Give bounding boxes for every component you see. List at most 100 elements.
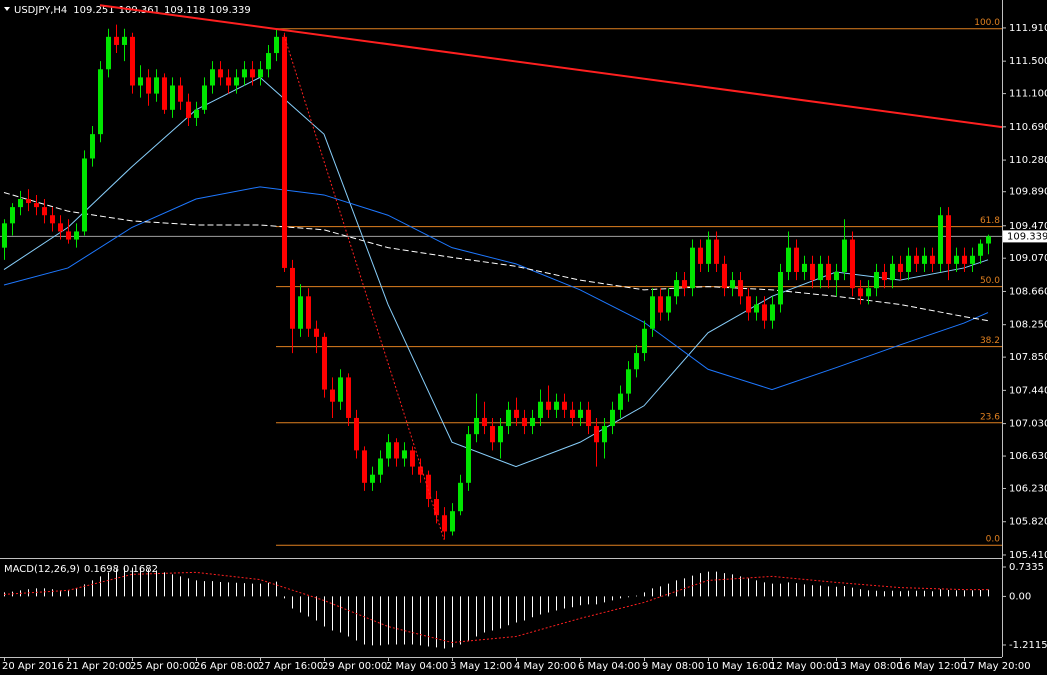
candle-body: [810, 263, 815, 281]
last-price-box: [1003, 230, 1047, 243]
candle-body: [50, 215, 55, 224]
y-tick-label: 109.890: [1009, 187, 1047, 198]
candle-body: [98, 69, 103, 135]
candle-body: [138, 77, 143, 86]
fib-label: 38.2: [980, 336, 1000, 346]
signal-line: [3, 571, 989, 644]
fib-label: 61.8: [980, 216, 1000, 226]
candle-body: [914, 255, 919, 264]
candle-body: [882, 271, 887, 281]
candle-body: [770, 304, 775, 321]
candle-body: [234, 77, 239, 86]
fib-label: 23.6: [980, 412, 1000, 422]
candle-body: [410, 450, 415, 467]
candle-body: [938, 215, 943, 264]
candle-body: [802, 263, 807, 272]
candle-body: [578, 409, 583, 418]
y-tick-label: 110.280: [1009, 155, 1047, 166]
candle-body: [10, 207, 15, 224]
candle-body: [146, 77, 151, 94]
candle-body: [106, 36, 111, 70]
candle-body: [762, 304, 767, 321]
x-tick-label: 27 Apr 16:00: [258, 661, 323, 672]
candle-body: [818, 263, 823, 281]
x-tick-label: 17 May 20:00: [962, 661, 1031, 672]
candle-body: [858, 288, 863, 297]
candle-body: [922, 255, 927, 264]
candle-body: [986, 236, 991, 244]
candle-body: [378, 458, 383, 475]
x-tick-label: 25 Apr 00:00: [130, 661, 195, 672]
candle-body: [666, 296, 671, 313]
candle-body: [202, 85, 207, 110]
candle-body: [322, 336, 327, 390]
candle-body: [930, 255, 935, 264]
candle-body: [466, 434, 471, 483]
candle-body: [866, 288, 871, 297]
swing-line: [283, 35, 445, 540]
candle-body: [786, 247, 791, 272]
y-tick-label: 105.410: [1009, 550, 1047, 561]
x-tick-label: 9 May 08:00: [642, 661, 704, 672]
candle-body: [538, 401, 543, 418]
candle-body: [450, 511, 455, 532]
y-tick-label: 108.250: [1009, 320, 1047, 331]
candle-body: [586, 409, 591, 427]
candle-body: [890, 263, 895, 281]
fib-label: 50.0: [980, 276, 1000, 286]
candle-body: [442, 515, 447, 532]
candle-body: [706, 239, 711, 264]
candle-body: [906, 255, 911, 272]
candle-body: [602, 426, 607, 443]
candle-body: [946, 215, 951, 264]
candle-body: [498, 426, 503, 443]
moving-average: [3, 186, 989, 391]
candle-body: [66, 231, 71, 240]
candle-body: [514, 409, 519, 418]
y-tick-label: 106.630: [1009, 451, 1047, 462]
candle-body: [970, 255, 975, 264]
candle-body: [90, 134, 95, 159]
candle-body: [474, 417, 479, 435]
candle-body: [74, 231, 79, 240]
candle-body: [258, 69, 263, 78]
candle-body: [530, 417, 535, 427]
candle-body: [314, 328, 319, 337]
candle-body: [490, 426, 495, 443]
x-tick-label: 3 May 12:00: [450, 661, 512, 672]
candle-body: [186, 101, 191, 118]
fib-label: 0.0: [986, 535, 1001, 545]
y-tick-label: 0.00: [1009, 591, 1031, 602]
symbol-menu-icon[interactable]: [4, 7, 10, 11]
candle-body: [746, 296, 751, 313]
trendline: [99, 4, 1003, 129]
x-tick-label: 26 Apr 08:00: [194, 661, 259, 672]
candle-body: [242, 69, 247, 78]
y-tick-label: 107.030: [1009, 419, 1047, 430]
candle-body: [114, 36, 119, 45]
close-readout: 109.339: [209, 5, 250, 16]
candle-body: [962, 255, 967, 264]
candle-body: [714, 239, 719, 264]
candle-body: [274, 36, 279, 54]
candle-body: [330, 389, 335, 402]
candle-body: [170, 85, 175, 110]
candle-body: [362, 450, 367, 483]
candle-body: [794, 247, 799, 272]
candle-body: [266, 53, 271, 70]
candle-body: [354, 417, 359, 451]
candle-body: [122, 36, 127, 45]
candle-body: [570, 409, 575, 418]
x-tick-label: 2 May 04:00: [386, 661, 448, 672]
candle-body: [218, 69, 223, 78]
fib-label: 100.0: [974, 18, 1000, 28]
y-tick-label: 111.100: [1009, 89, 1047, 100]
y-tick-label: 111.910: [1009, 23, 1047, 34]
x-tick-label: 21 Apr 20:00: [66, 661, 131, 672]
candle-body: [522, 417, 527, 427]
macd-readout: 0.1698: [84, 564, 119, 575]
candle-body: [434, 499, 439, 516]
y-tick-label: 109.070: [1009, 253, 1047, 264]
last-price-label: 109.339: [1007, 231, 1047, 242]
candle-body: [346, 377, 351, 418]
